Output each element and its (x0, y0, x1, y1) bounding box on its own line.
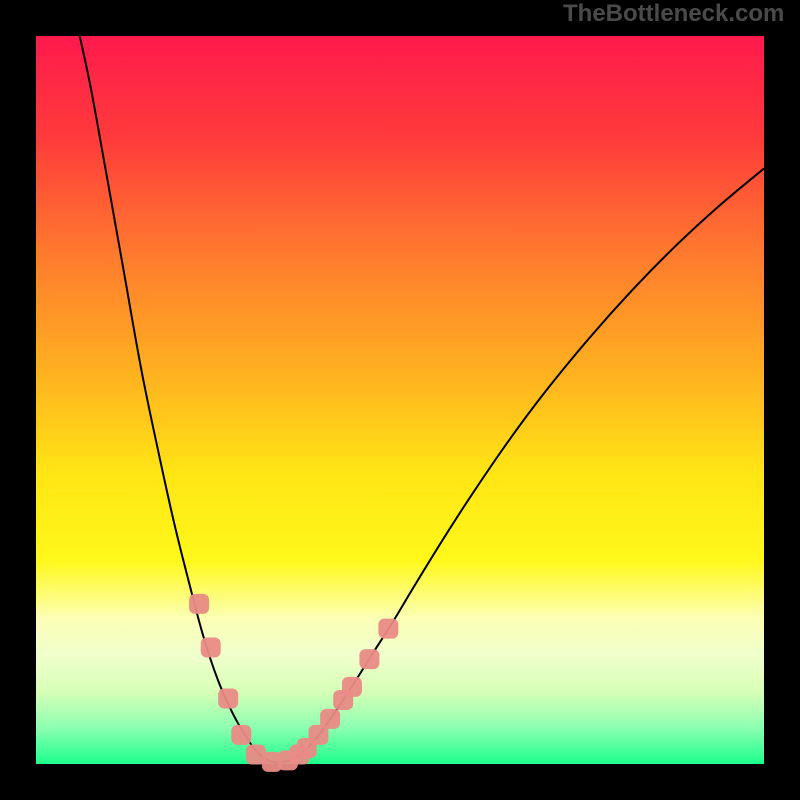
chart-container: TheBottleneck.com (0, 0, 800, 800)
watermark: TheBottleneck.com (563, 0, 784, 28)
plot-area (36, 36, 764, 764)
